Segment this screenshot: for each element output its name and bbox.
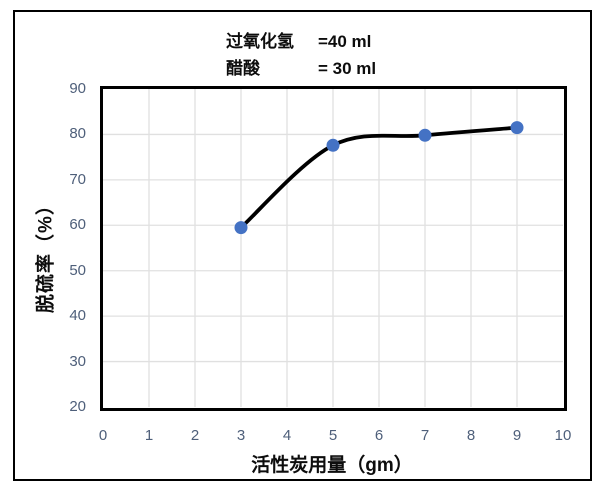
- x-tick-label: 7: [420, 427, 430, 444]
- x-tick-label: 6: [374, 427, 384, 444]
- y-tick-label: 80: [69, 125, 86, 143]
- x-tick-label: 4: [282, 427, 292, 444]
- data-point: [418, 128, 431, 142]
- x-axis-title: 活性炭用量（gm）: [251, 455, 413, 476]
- data-point: [326, 138, 339, 152]
- plot-area: [99, 85, 567, 411]
- chart-title-line-2: 醋酸 = 30 ml: [226, 55, 376, 82]
- data-point: [234, 220, 247, 234]
- x-tick-label: 0: [98, 427, 108, 444]
- data-point: [510, 120, 523, 134]
- chart-title: 过氧化氢 =40 ml 醋酸 = 30 ml: [226, 28, 376, 82]
- y-tick-label: 20: [69, 398, 86, 415]
- x-tick-label: 9: [512, 427, 522, 444]
- y-tick-label: 30: [69, 352, 86, 370]
- y-tick-label: 40: [69, 307, 86, 325]
- x-tick-label: 3: [236, 427, 246, 444]
- title-line1-value: =40 ml: [318, 32, 372, 51]
- x-tick-label: 2: [190, 427, 200, 444]
- series-line: [238, 125, 519, 229]
- x-tick-label: 10: [554, 427, 572, 444]
- y-tick-label: 90: [69, 80, 86, 97]
- y-tick-label: 70: [69, 170, 86, 188]
- line-chart-svg: [102, 88, 563, 407]
- y-tick-label: 50: [69, 261, 86, 279]
- title-line2-label: 醋酸: [226, 59, 260, 78]
- title-line1-label: 过氧化氢: [226, 32, 294, 51]
- title-line2-value: = 30 ml: [318, 59, 377, 78]
- x-tick-label: 8: [466, 427, 476, 444]
- y-axis-title: 脱硫率（%）: [35, 195, 57, 313]
- y-tick-label: 60: [69, 216, 86, 234]
- chart-title-line-1: 过氧化氢 =40 ml: [226, 28, 376, 55]
- x-tick-label: 1: [144, 427, 154, 444]
- x-tick-label: 5: [328, 427, 338, 444]
